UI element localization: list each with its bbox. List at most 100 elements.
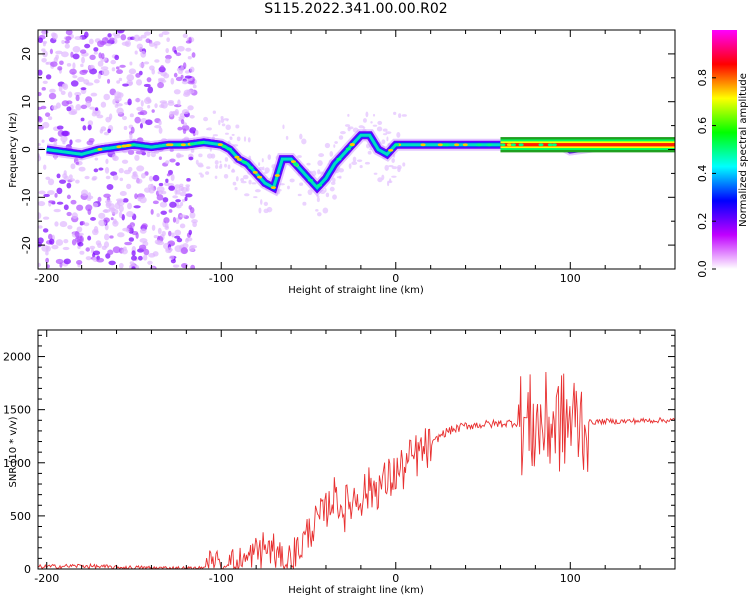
spectrogram-noise-blob [38, 225, 43, 229]
spectrogram-noise-blob [108, 260, 116, 266]
spectrogram-noise-blob [145, 96, 151, 102]
spectrogram-noise-blob [165, 178, 169, 183]
spectrogram-noise-blob [110, 217, 114, 221]
spectrogram-noise-blob [116, 80, 121, 84]
spectrogram-noise-blob [44, 112, 51, 117]
colorbar-tick-label: 0.2 [696, 212, 709, 230]
spectrogram-noise-blob [86, 140, 94, 146]
spectrogram-halo-blob [302, 201, 307, 206]
spectrogram-noise-blob [135, 79, 143, 86]
snr-y-label: SNR (10 * v/v) [8, 416, 19, 487]
spectrogram-halo-blob [242, 174, 249, 180]
figure-title: S115.2022.341.00.00.R02 [264, 1, 448, 17]
spectrogram-noise-blob [143, 248, 150, 256]
spectrogram-noise-blob [184, 196, 188, 202]
spectrogram-noise-blob [160, 210, 167, 215]
spectrogram-halo-blob [223, 173, 229, 179]
spectrogram-peak [293, 163, 299, 166]
spectrogram-peak [394, 143, 400, 147]
spectrogram-noise-blob [70, 199, 77, 205]
spectrogram-noise-blob [69, 68, 77, 75]
spectrogram-noise-blob [54, 192, 58, 198]
x-tick-label: -200 [34, 272, 59, 285]
spectrogram-noise-blob [122, 198, 129, 203]
spectrogram-noise-blob [118, 167, 124, 174]
spectrogram-halo-blob [224, 163, 227, 168]
spectrogram-halo-blob [386, 180, 390, 187]
spectrogram-noise-blob [143, 187, 151, 193]
spectrogram-noise-blob [60, 90, 66, 95]
spectrogram-halo-blob [372, 124, 378, 127]
spectrogram-noise-blob [134, 154, 140, 161]
spectrogram-noise-blob [88, 38, 94, 45]
spectrogram-halo-blob [224, 132, 229, 135]
spectrogram-noise-blob [140, 50, 147, 58]
spectrogram-halo-blob [287, 185, 290, 190]
spectrogram-halo-blob [376, 126, 383, 132]
spectrogram-halo-blob [248, 179, 252, 185]
spectrogram-halo-blob [282, 124, 285, 130]
spectrogram-halo-blob [215, 164, 219, 169]
spectrogram-halo-blob [212, 134, 218, 137]
spectrogram-noise-blob [152, 174, 160, 182]
spectrogram-noise-blob [105, 43, 112, 47]
spectrogram-noise-blob [100, 126, 107, 132]
spectrogram-noise-blob [96, 257, 105, 263]
spectrogram-noise-blob [42, 50, 48, 58]
spectrogram-halo-blob [243, 193, 250, 197]
spectrogram-noise-blob [38, 116, 43, 123]
spectrogram-noise-blob [49, 238, 55, 245]
spectrogram-peak [547, 143, 553, 147]
spectrogram-noise-blob [107, 33, 112, 38]
spectrogram-peak [226, 147, 232, 151]
spectrogram-noise-blob [188, 229, 193, 235]
spectrogram-noise-blob [185, 186, 190, 192]
spectrogram-noise-blob [118, 262, 124, 269]
spectrogram-noise-blob [112, 98, 116, 105]
spectrogram-noise-blob [41, 48, 46, 52]
snr-x-ticks: -200 -100 0 100 [34, 330, 676, 585]
spectrogram-halo-blob [377, 120, 383, 125]
spectrogram-noise-blob [43, 193, 50, 198]
spectrogram-halo-blob [351, 161, 358, 166]
spectrogram-halo-blob [285, 135, 289, 140]
spectrogram-noise-blob [176, 154, 184, 158]
spectrogram-noise-blob [103, 217, 110, 223]
spectrogram-noise-blob [160, 65, 165, 70]
spectrogram-noise-blob [101, 52, 105, 60]
spectrogram-noise-blob [38, 200, 46, 207]
spectrogram-noise-blob [47, 178, 55, 186]
spectrogram-noise-blob [188, 205, 192, 210]
spectrogram-noise-blob [69, 139, 73, 146]
spectrogram-noise-blob [175, 217, 180, 225]
spectrogram-noise-blob [154, 43, 158, 49]
spectrogram-noise-blob [135, 178, 143, 184]
spectrogram-noise-blob [165, 47, 169, 54]
spectrogram-noise-blob [158, 127, 163, 134]
snr-line [38, 371, 675, 569]
spectrogram-halo-blob [214, 160, 219, 165]
spectrogram-noise-blob [97, 60, 104, 67]
spectrogram-noise-blob [167, 101, 175, 106]
spectrogram-noise-blob [139, 196, 147, 204]
spectrogram-noise-blob [47, 190, 55, 195]
spectrogram-y-ticks: -20 -10 0 10 20 [20, 29, 675, 270]
spectrogram-noise-blob [185, 238, 189, 243]
spectrogram-noise-blob [185, 193, 193, 198]
spectrogram-noise-blob [140, 100, 144, 107]
spectrogram-peak [506, 143, 512, 147]
spectrogram-noise-blob [45, 257, 50, 263]
spectrogram-noise-blob [90, 217, 96, 221]
spectrogram-peak [538, 143, 544, 147]
spectrogram-noise-blob [64, 43, 70, 49]
spectrogram-halo-blob [260, 199, 263, 205]
spectrogram-noise-blob [115, 66, 120, 70]
spectrogram-noise-blob [79, 49, 87, 54]
y-tick-label: 1500 [3, 404, 31, 417]
spectrogram-noise-blob [84, 43, 91, 49]
spectrogram-noise-blob [150, 152, 156, 158]
spectrogram-halo-blob [370, 121, 373, 124]
spectrogram-noise-blob [138, 244, 147, 251]
spectrogram-noise-blob [93, 226, 99, 233]
